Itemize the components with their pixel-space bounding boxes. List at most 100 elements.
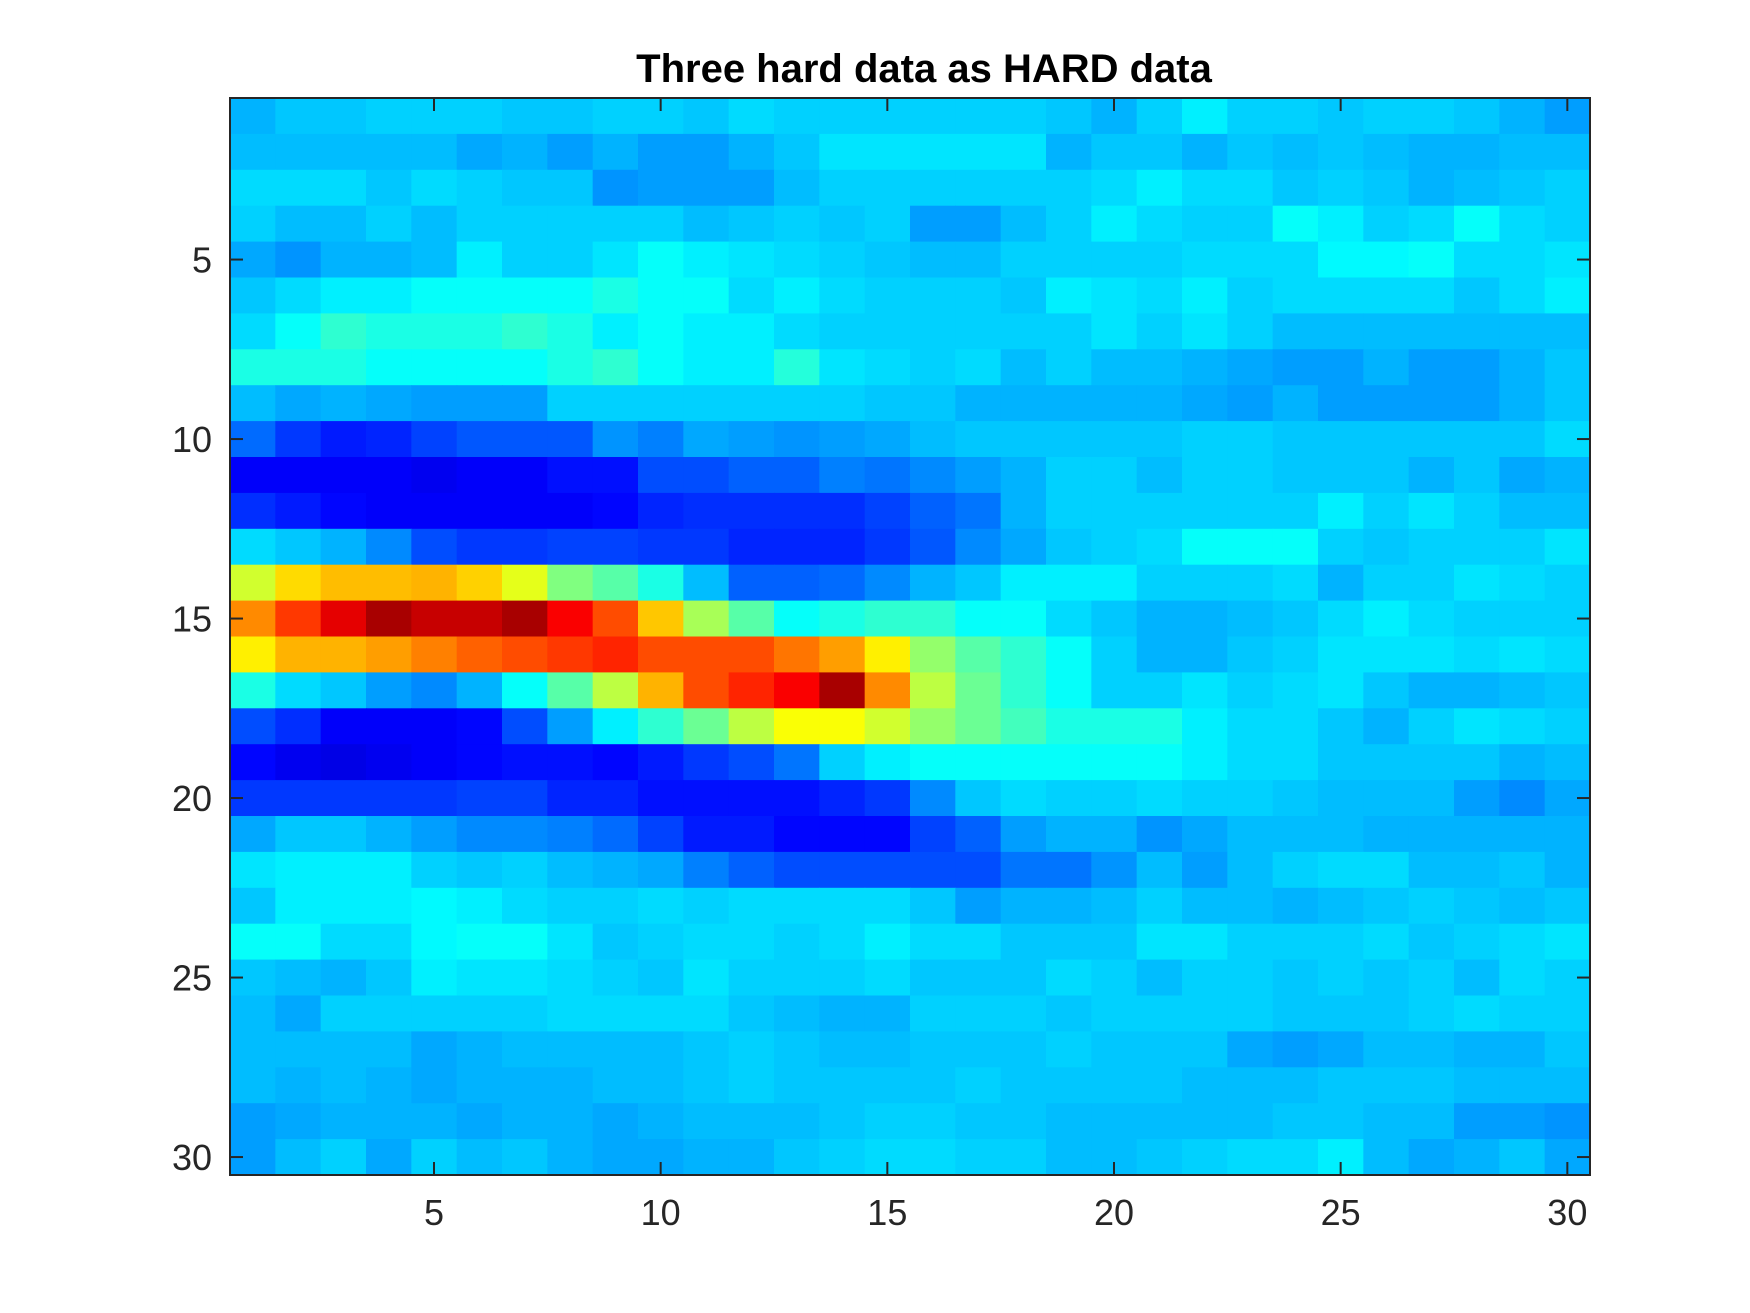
heatmap-cell bbox=[1272, 421, 1319, 458]
heatmap-cell bbox=[411, 600, 458, 638]
heatmap-cell bbox=[1227, 457, 1274, 494]
heatmap-cell bbox=[1408, 851, 1455, 889]
heatmap-cell bbox=[1318, 1103, 1364, 1140]
heatmap-cell bbox=[638, 887, 684, 925]
heatmap-cell bbox=[1363, 528, 1410, 566]
heatmap-cell bbox=[683, 564, 730, 602]
heatmap-cell bbox=[910, 313, 956, 350]
heatmap-cell bbox=[1272, 205, 1319, 243]
heatmap-cell bbox=[592, 995, 639, 1032]
heatmap-cell bbox=[1408, 421, 1455, 458]
heatmap-cell bbox=[864, 600, 911, 638]
heatmap-cell bbox=[864, 995, 911, 1032]
heatmap-cell bbox=[683, 1139, 730, 1176]
heatmap-cell bbox=[1363, 1067, 1410, 1104]
heatmap-cell bbox=[592, 744, 639, 781]
heatmap-cell bbox=[638, 349, 684, 386]
heatmap-cell bbox=[683, 169, 730, 207]
heatmap-cell bbox=[1318, 959, 1364, 997]
heatmap-cell bbox=[1499, 277, 1546, 314]
heatmap-cell bbox=[1091, 1031, 1138, 1068]
heatmap-cell bbox=[864, 851, 911, 889]
heatmap-cell bbox=[456, 1139, 503, 1176]
heatmap-cell bbox=[1499, 98, 1546, 135]
heatmap-cell bbox=[547, 98, 594, 135]
heatmap-cell bbox=[1091, 923, 1138, 961]
heatmap-cell bbox=[592, 708, 639, 745]
heatmap-cell bbox=[411, 636, 458, 673]
heatmap-cell bbox=[411, 385, 458, 422]
y-tick-label: 15 bbox=[172, 599, 212, 640]
heatmap-cell bbox=[638, 744, 684, 781]
heatmap-cell bbox=[230, 851, 276, 889]
heatmap-cell bbox=[411, 995, 458, 1032]
heatmap-cell bbox=[819, 636, 866, 673]
heatmap-cell bbox=[502, 421, 548, 458]
heatmap-cell bbox=[638, 1031, 684, 1068]
heatmap-cell bbox=[1182, 708, 1228, 745]
heatmap-cell bbox=[1499, 457, 1546, 494]
heatmap-cell bbox=[366, 995, 412, 1032]
heatmap-cell bbox=[819, 959, 866, 997]
heatmap-cell bbox=[456, 133, 503, 171]
heatmap-cell bbox=[1000, 492, 1047, 530]
heatmap-cell bbox=[320, 133, 367, 171]
heatmap-cell bbox=[547, 241, 594, 279]
heatmap-cell bbox=[592, 851, 639, 889]
heatmap-cell bbox=[547, 959, 594, 997]
heatmap-cell bbox=[592, 600, 639, 638]
heatmap-cell bbox=[1000, 1067, 1047, 1104]
heatmap-cell bbox=[411, 708, 458, 745]
heatmap-cell bbox=[1000, 744, 1047, 781]
heatmap-cell bbox=[592, 959, 639, 997]
heatmap-cell bbox=[1544, 636, 1591, 673]
heatmap-cell bbox=[366, 1103, 412, 1140]
heatmap-cell bbox=[1454, 636, 1500, 673]
heatmap-cell bbox=[1182, 1067, 1228, 1104]
axis-ticks bbox=[230, 98, 1590, 1175]
heatmap-cell bbox=[1363, 600, 1410, 638]
heatmap-cell bbox=[955, 708, 1002, 745]
heatmap-cell bbox=[230, 133, 276, 171]
heatmap-cell bbox=[1227, 133, 1274, 171]
heatmap-cell bbox=[1318, 277, 1364, 314]
heatmap-cell bbox=[547, 708, 594, 745]
heatmap-cell bbox=[728, 1139, 775, 1176]
heatmap-cell bbox=[366, 887, 412, 925]
heatmap-cell bbox=[864, 780, 911, 817]
heatmap-cell bbox=[1408, 887, 1455, 925]
heatmap-cell bbox=[1499, 744, 1546, 781]
heatmap-cell bbox=[774, 385, 820, 422]
heatmap-cell bbox=[456, 241, 503, 279]
heatmap-cell bbox=[230, 169, 276, 207]
heatmap-cell bbox=[275, 672, 322, 709]
heatmap-cell bbox=[1182, 133, 1228, 171]
heatmap-cell bbox=[819, 1031, 866, 1068]
heatmap-cell bbox=[547, 349, 594, 386]
heatmap-cell bbox=[819, 241, 866, 279]
heatmap-cell bbox=[819, 98, 866, 135]
heatmap-cell bbox=[1363, 564, 1410, 602]
heatmap-cell bbox=[1318, 600, 1364, 638]
heatmap-cell bbox=[456, 959, 503, 997]
x-tick-label: 30 bbox=[1547, 1192, 1587, 1233]
heatmap-cell bbox=[774, 995, 820, 1032]
heatmap-cell bbox=[1182, 1103, 1228, 1140]
heatmap-cell bbox=[1227, 600, 1274, 638]
heatmap-cell bbox=[728, 1103, 775, 1140]
heatmap-cell bbox=[728, 241, 775, 279]
heatmap-cell bbox=[1272, 1139, 1319, 1176]
heatmap-cell bbox=[774, 1139, 820, 1176]
heatmap-cell bbox=[411, 205, 458, 243]
heatmap-cell bbox=[819, 780, 866, 817]
heatmap-cell bbox=[592, 780, 639, 817]
heatmap-cell bbox=[728, 887, 775, 925]
heatmap-cell bbox=[1499, 923, 1546, 961]
heatmap-cell bbox=[683, 241, 730, 279]
heatmap-cell bbox=[547, 636, 594, 673]
heatmap-cell bbox=[1408, 1067, 1455, 1104]
heatmap-cell bbox=[502, 887, 548, 925]
heatmap-cell bbox=[1227, 241, 1274, 279]
heatmap-cell bbox=[1000, 995, 1047, 1032]
heatmap-cell bbox=[1363, 205, 1410, 243]
